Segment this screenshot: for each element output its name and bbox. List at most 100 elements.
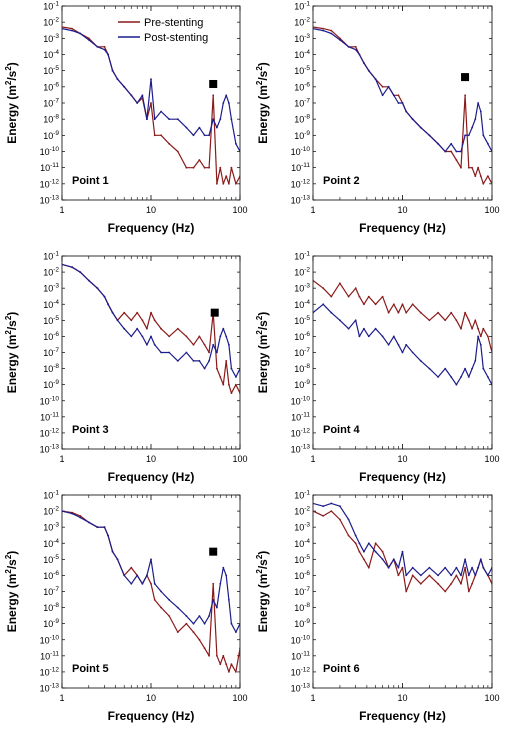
data-point-post [313, 502, 314, 505]
data-point-pre [192, 343, 195, 346]
data-point-post [381, 558, 384, 561]
data-point-post [474, 360, 477, 362]
data-point-pre [471, 166, 473, 169]
data-point-post [428, 134, 431, 137]
data-point-post [374, 327, 377, 330]
y-tick-label: 10-5 [43, 554, 59, 565]
data-point-post [185, 615, 188, 617]
data-point-post [198, 615, 201, 617]
data-point-post [208, 134, 211, 137]
data-point-pre [330, 510, 333, 512]
data-point-post [96, 287, 99, 290]
y-axis-title: Energy (m2/s2) [4, 551, 19, 633]
y-tick-label: 10-1 [43, 1, 59, 12]
data-point-pre [230, 663, 233, 666]
data-point-pre [146, 327, 148, 330]
data-point-pre [153, 134, 156, 137]
data-point-post [367, 69, 370, 72]
data-point-pre [467, 590, 470, 593]
data-point-pre [419, 311, 422, 314]
data-point-post [153, 118, 156, 121]
data-point-pre [397, 311, 400, 314]
data-point-post [411, 118, 414, 121]
panel-3: 10-1 10-2 10-3 10-4 10-5 10-6 10-7 10-8 10-9 10-1… [4, 251, 248, 485]
data-point-post [444, 566, 447, 569]
x-tick-label: 10 [146, 693, 156, 703]
data-point-post [116, 319, 119, 322]
panel-4: 10-1 10-2 10-3 10-4 10-5 10-6 10-7 10-8 10-9 10-1… [255, 251, 500, 485]
data-point-pre [367, 566, 370, 569]
y-tick-label: 10-13 [291, 444, 311, 455]
x-tick-label: 100 [232, 205, 247, 215]
data-point-post [103, 48, 106, 51]
data-point-post [239, 367, 240, 370]
y-tick-label: 10-6 [294, 570, 310, 581]
data-point-post [111, 550, 114, 553]
data-point-pre [479, 175, 482, 178]
data-point-pre [482, 327, 485, 330]
data-point-pre [322, 27, 325, 30]
data-point-post [401, 351, 404, 354]
series-pre-stenting-line [62, 26, 240, 185]
series-pre-stenting-line [313, 26, 492, 185]
y-tick-label: 10-7 [294, 586, 310, 597]
data-point-pre [455, 319, 458, 322]
data-point-post [176, 606, 179, 609]
data-point-post [474, 118, 477, 121]
data-point-pre [467, 166, 470, 169]
data-point-post [330, 32, 333, 35]
data-point-pre [374, 542, 377, 545]
data-point-pre [198, 335, 201, 338]
y-tick-label: 10-7 [294, 98, 310, 109]
data-point-pre [150, 311, 152, 314]
data-point-post [405, 343, 408, 346]
data-point-post [219, 118, 222, 121]
data-point-pre [339, 37, 341, 40]
data-point-post [474, 574, 477, 577]
data-point-post [136, 574, 139, 577]
data-point-post [347, 327, 350, 330]
data-point-pre [219, 663, 222, 666]
data-point-post [482, 367, 485, 370]
point-label: Point 5 [72, 663, 109, 675]
data-point-post [192, 360, 195, 362]
data-point-post [123, 327, 126, 330]
data-point-post [374, 78, 377, 80]
data-point-pre [460, 327, 462, 330]
data-point-pre [392, 303, 395, 306]
x-tick-label: 100 [484, 205, 499, 215]
data-point-pre [216, 182, 218, 185]
data-point-post [136, 102, 139, 104]
data-point-post [330, 311, 333, 314]
data-point-pre [322, 515, 325, 517]
data-point-post [62, 263, 63, 266]
data-point-post [225, 574, 228, 577]
data-point-post [392, 558, 395, 561]
y-axis-title: Energy (m2/s2) [255, 551, 270, 633]
data-point-post [212, 599, 215, 601]
data-point-post [198, 126, 201, 129]
data-point-pre [491, 351, 492, 354]
data-point-post [130, 335, 133, 338]
data-point-pre [130, 566, 133, 569]
data-point-post [460, 150, 462, 153]
data-point-pre [141, 319, 144, 322]
data-point-pre [411, 303, 414, 306]
y-tick-label: 10-9 [43, 618, 59, 629]
x-tick-label: 10 [397, 205, 407, 215]
data-point-pre [176, 327, 179, 330]
data-point-pre [437, 311, 439, 314]
series-pre-stenting-line [62, 510, 240, 673]
y-tick-label: 10-7 [294, 347, 310, 358]
square-marker [209, 547, 218, 556]
data-point-post [444, 367, 447, 370]
x-axis-title: Frequency (Hz) [108, 709, 195, 723]
y-tick-label: 10-3 [294, 33, 310, 44]
data-point-pre [374, 303, 377, 306]
data-point-post [212, 343, 215, 346]
data-point-pre [219, 166, 222, 169]
data-point-post [428, 367, 431, 370]
data-point-post [405, 110, 408, 113]
data-point-post [79, 271, 82, 273]
data-point-post [367, 542, 370, 545]
